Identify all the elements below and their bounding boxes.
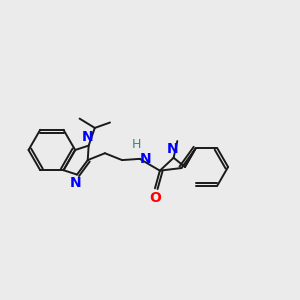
Text: N: N [167,142,178,156]
Text: H: H [132,138,141,151]
Text: O: O [149,191,161,205]
Text: N: N [70,176,82,190]
Text: N: N [82,130,94,144]
Text: N: N [140,152,152,167]
